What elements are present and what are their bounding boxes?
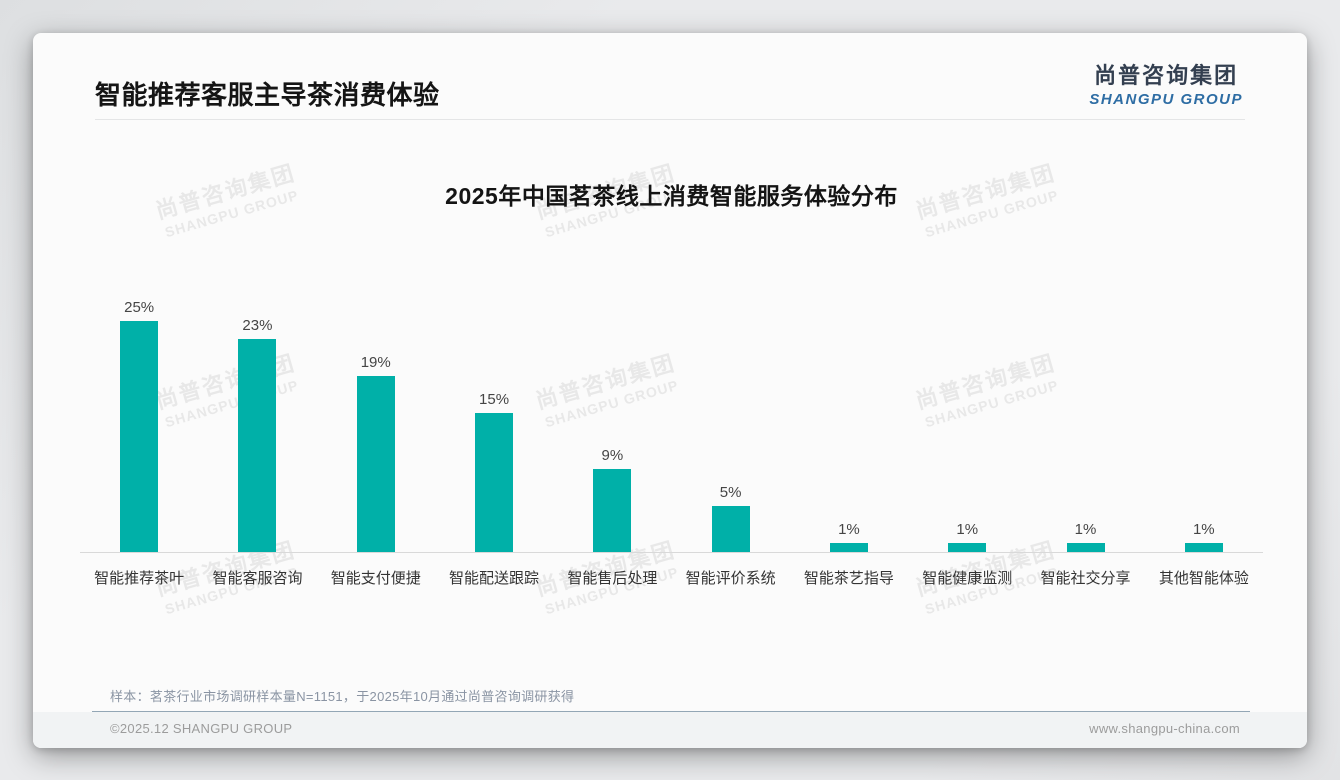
bar <box>593 468 632 552</box>
bar-value-label: 1% <box>838 520 860 538</box>
bar-value-label: 19% <box>360 354 391 372</box>
bar-value-label: 23% <box>242 317 273 335</box>
header-divider <box>95 119 1245 120</box>
category-label: 智能社交分享 <box>1040 570 1131 587</box>
category-label: 智能售后处理 <box>567 570 658 587</box>
bar-column: 19% <box>317 354 435 552</box>
copyright-text: ©2025.12 SHANGPU GROUP <box>110 721 293 736</box>
bar-column: 15% <box>435 391 553 552</box>
bar-value-label: 1% <box>1192 520 1215 538</box>
category-label: 智能推荐茶叶 <box>94 570 185 587</box>
category-label: 智能配送跟踪 <box>449 570 540 587</box>
bar <box>475 413 514 552</box>
watermark-english-text: SHANGPU GROUP <box>922 563 1061 617</box>
category-label: 智能茶艺指导 <box>803 570 894 587</box>
website-text: www.shangpu-china.com <box>1089 721 1240 736</box>
bar-column: 1% <box>1026 521 1144 552</box>
bar <box>948 542 987 552</box>
bar-value-label: 1% <box>956 520 979 538</box>
watermark-english-text: SHANGPU GROUP <box>162 563 301 617</box>
bar-column: 9% <box>553 447 671 552</box>
category-label: 智能健康监测 <box>922 570 1013 587</box>
bar-chart-plot-area: 25% 23% 19% 15% 9% 5% 1% 1% 1% 1% <box>80 289 1263 553</box>
bar <box>238 339 277 552</box>
category-label: 智能支付便捷 <box>330 570 421 587</box>
logo-english-text: SHANGPU GROUP <box>1089 91 1243 108</box>
bar-value-label: 9% <box>601 446 624 464</box>
bar-column: 1% <box>790 521 908 552</box>
sample-note: 样本：茗茶行业市场调研样本量N=1151，于2025年10月通过尚普咨询调研获得 <box>110 689 575 704</box>
bar <box>120 320 159 552</box>
bar <box>711 505 750 552</box>
bar-column: 1% <box>1145 521 1263 552</box>
company-logo: 尚普咨询集团 SHANGPU GROUP <box>1089 58 1243 108</box>
bar-column: 25% <box>80 299 198 552</box>
page-title: 智能推荐客服主导茶消费体验 <box>95 80 440 110</box>
bar-column: 1% <box>908 521 1026 552</box>
bar-value-label: 25% <box>124 298 155 316</box>
category-label: 智能评价系统 <box>685 570 776 587</box>
chart-title: 2025年中国茗茶线上消费智能服务体验分布 <box>445 183 898 209</box>
footer-bar: ©2025.12 SHANGPU GROUP www.shangpu-china… <box>33 712 1307 748</box>
bar <box>829 542 868 552</box>
report-slide: 尚普咨询集团 SHANGPU GROUP 尚普咨询集团 SHANGPU GROUP 尚普… <box>33 33 1307 748</box>
bar <box>1066 542 1105 552</box>
x-axis-category-labels: 智能推荐茶叶 智能客服咨询 智能支付便捷 智能配送跟踪 智能售后处理 智能评价系统 智能茶艺… <box>80 567 1263 588</box>
bar-value-label: 1% <box>1074 520 1097 538</box>
category-label: 智能客服咨询 <box>212 570 303 587</box>
bar-column: 5% <box>671 484 789 552</box>
bar <box>1184 542 1223 552</box>
bar <box>356 376 395 552</box>
bar-value-label: 15% <box>479 391 510 409</box>
footer-divider <box>92 711 1250 712</box>
logo-chinese-text: 尚普咨询集团 <box>1094 63 1239 88</box>
watermark-english-text: SHANGPU GROUP <box>542 563 681 617</box>
bar-column: 23% <box>198 317 316 552</box>
bar-value-label: 5% <box>719 483 742 501</box>
category-label: 其他智能体验 <box>1158 570 1249 587</box>
